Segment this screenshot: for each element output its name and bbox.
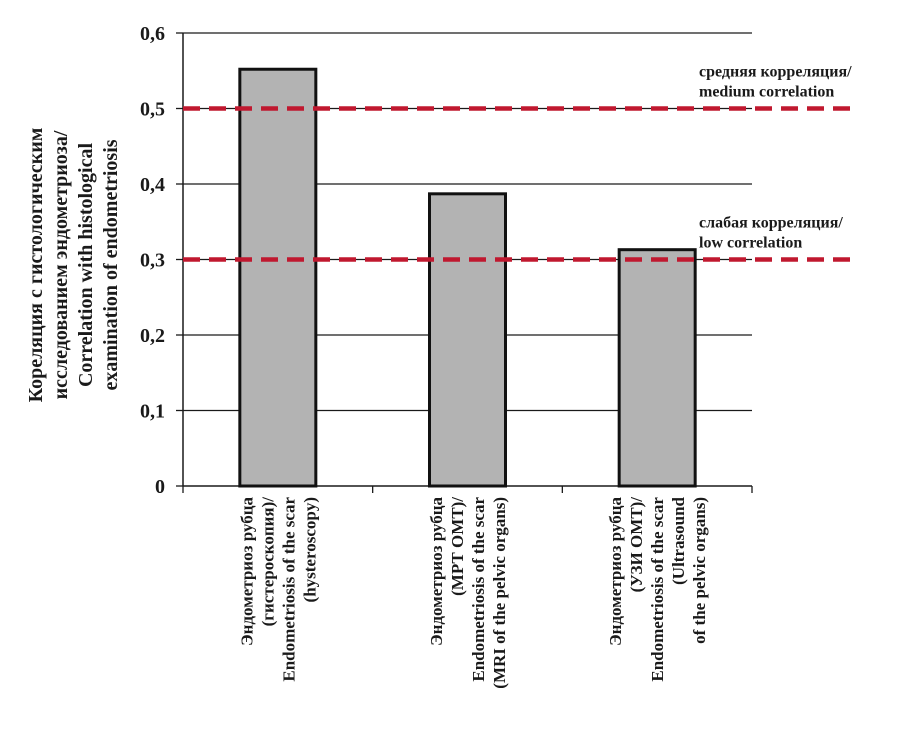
bar: [428, 192, 507, 488]
reference-line-label: средняя корреляция/: [699, 64, 852, 81]
y-axis-title: Кореляция с гистологическим: [25, 128, 47, 403]
category-label: Endometriosis of the scar: [648, 497, 667, 682]
category-label: (УЗИ ОМТ)/: [627, 497, 646, 593]
category-label: (hysteroscopy): [300, 497, 319, 602]
y-tick-label: 0,2: [140, 325, 165, 347]
y-axis-title: исследованием эндометриоза/: [50, 130, 72, 399]
category-label: Endometriosis of the scar: [279, 497, 298, 682]
y-axis-title: examination of endometriosis: [100, 139, 122, 390]
y-tick-label: 0,4: [140, 174, 165, 196]
y-tick-label: 0,6: [140, 23, 165, 45]
category-label: of the pelvic organs): [690, 497, 709, 644]
category-label: (гистероскопия)/: [258, 497, 277, 627]
category-label: (МРТ ОМТ)/: [448, 497, 467, 596]
category-label: (MRI of the pelvic organs): [490, 497, 509, 689]
bar: [238, 67, 318, 488]
category-label: Endometriosis of the scar: [469, 497, 488, 682]
reference-line-label: слабая корреляция/: [699, 215, 843, 232]
category-label: Эндометриоз рубца: [237, 497, 256, 646]
y-tick-label: 0,5: [140, 99, 165, 121]
reference-line-label: low correlation: [699, 235, 802, 252]
category-label: Эндометриоз рубца: [427, 497, 446, 646]
y-axis-title: Correlation with histological: [75, 143, 97, 388]
y-tick-label: 0,3: [140, 250, 165, 272]
reference-line-label: medium correlation: [699, 84, 834, 101]
category-label: Эндометриоз рубца: [606, 497, 625, 646]
bar: [617, 248, 697, 488]
category-label: (Ultrasound: [669, 496, 688, 584]
y-tick-label: 0: [155, 476, 165, 498]
y-tick-label: 0,1: [140, 401, 165, 423]
